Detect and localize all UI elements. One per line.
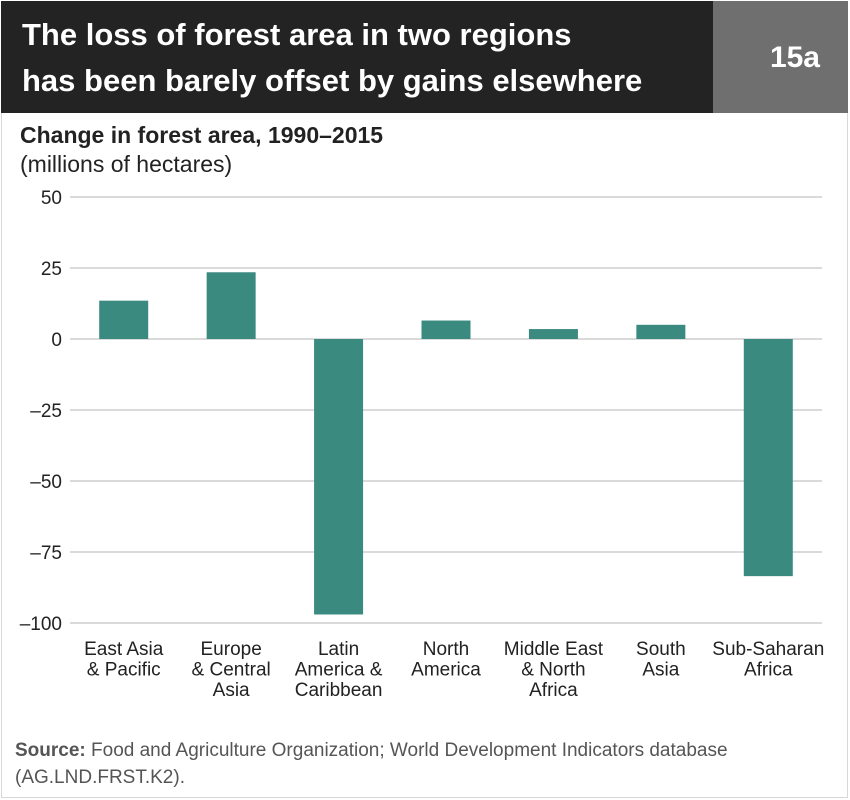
x-tick-label-line: Caribbean xyxy=(295,680,383,701)
source-label: Source: xyxy=(15,740,86,761)
x-tick-label-line: Asia xyxy=(642,660,679,681)
title-banner: The loss of forest area in two regions h… xyxy=(1,1,713,113)
x-tick-label-line: Africa xyxy=(529,680,578,701)
x-tick-label: Sub-Saharan Africa xyxy=(712,639,824,681)
x-tick-label: North America xyxy=(411,639,481,681)
bar xyxy=(743,339,793,577)
x-tick-label-line: America xyxy=(411,660,481,681)
bar xyxy=(206,272,256,339)
source-note: Source: Food and Agriculture Organizatio… xyxy=(15,737,840,791)
x-tick-label: Middle East & North Africa xyxy=(504,639,604,701)
y-tick-label: 25 xyxy=(41,259,62,280)
x-tick-label: Europe & Central Asia xyxy=(192,639,271,701)
x-tick-label-line: Africa xyxy=(744,660,793,681)
x-tick-label-line: & Pacific xyxy=(87,660,161,681)
chart-unit-label: (millions of hectares) xyxy=(20,151,233,177)
x-tick-label-line: & North xyxy=(521,660,585,681)
y-tick-label: –75 xyxy=(30,543,62,564)
x-tick-label-line: Europe xyxy=(201,639,262,660)
bar xyxy=(99,300,149,339)
x-tick-label-line: Latin xyxy=(318,639,359,660)
y-tick-label: –50 xyxy=(30,472,62,493)
figure-number: 15a xyxy=(769,41,820,74)
x-tick-label-line: East Asia xyxy=(84,639,164,660)
x-tick-label-line: Sub-Saharan xyxy=(712,639,824,660)
title-line-1: The loss of forest area in two regions xyxy=(22,17,572,52)
title-line-2: has been barely offset by gains elsewher… xyxy=(22,63,643,98)
x-tick-label: East Asia & Pacific xyxy=(84,639,164,681)
y-tick-label: –25 xyxy=(30,401,62,422)
x-tick-label-line: & Central xyxy=(192,660,271,681)
bar xyxy=(528,329,578,339)
x-tick-label-line: South xyxy=(636,639,686,660)
source-text: Food and Agriculture Organization; World… xyxy=(15,740,728,788)
y-tick-label: 0 xyxy=(51,330,62,351)
figure-number-badge: 15a xyxy=(713,1,848,113)
x-tick-label: South Asia xyxy=(636,639,686,681)
x-tick-label-line: America & xyxy=(295,660,383,681)
bar xyxy=(636,324,686,339)
x-tick-label-line: North xyxy=(423,639,469,660)
bar xyxy=(314,339,364,615)
x-tick-label-line: Middle East xyxy=(504,639,604,660)
x-tick-label: Latin America & Caribbean xyxy=(295,639,383,701)
bar-chart: 50 25 0 –25 –50 –75 –100 East Asia & Pacific Euro… xyxy=(20,188,825,701)
x-tick-label-line: Asia xyxy=(213,680,250,701)
y-tick-label: –100 xyxy=(20,614,62,635)
bar xyxy=(421,320,471,339)
chart-title: Change in forest area, 1990–2015 xyxy=(20,122,384,148)
y-tick-label: 50 xyxy=(41,188,62,209)
